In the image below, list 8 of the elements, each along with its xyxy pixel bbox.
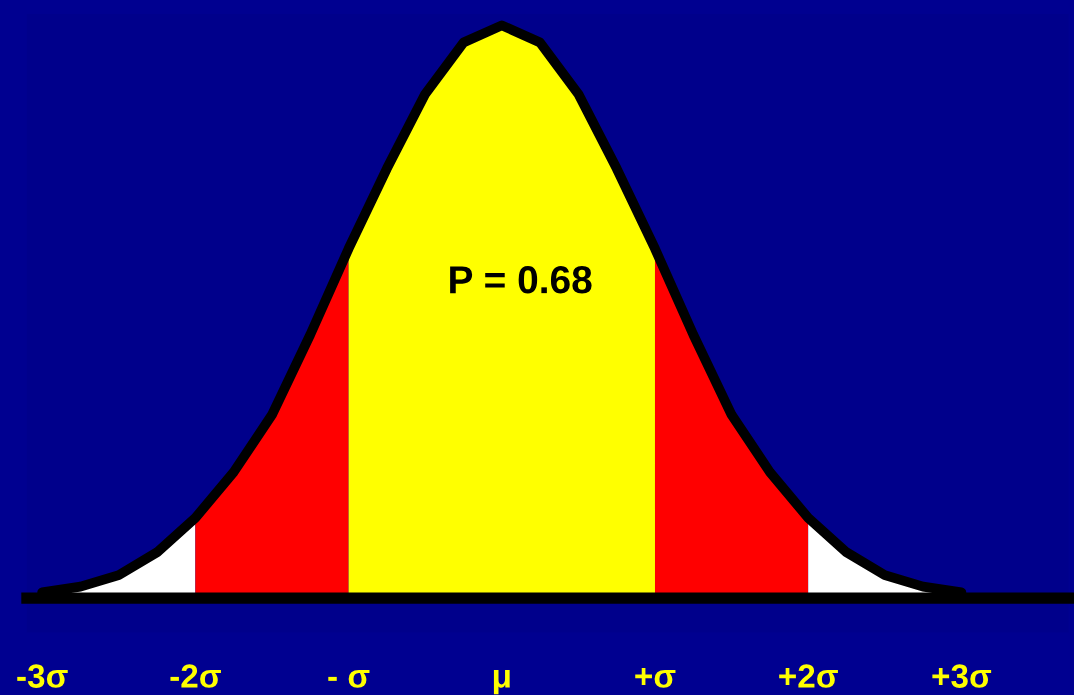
x-tick-label: -2σ [170, 664, 221, 688]
x-tick-label: +2σ [779, 664, 838, 688]
x-tick-label: -3σ [17, 664, 68, 688]
x-tick-label: μ [493, 669, 510, 695]
annotation: P = 0.68 [450, 265, 592, 294]
x-tick-label: +3σ [932, 664, 992, 688]
x-tick-label: +σ [635, 667, 676, 688]
x-tick-label: - σ [328, 669, 370, 688]
